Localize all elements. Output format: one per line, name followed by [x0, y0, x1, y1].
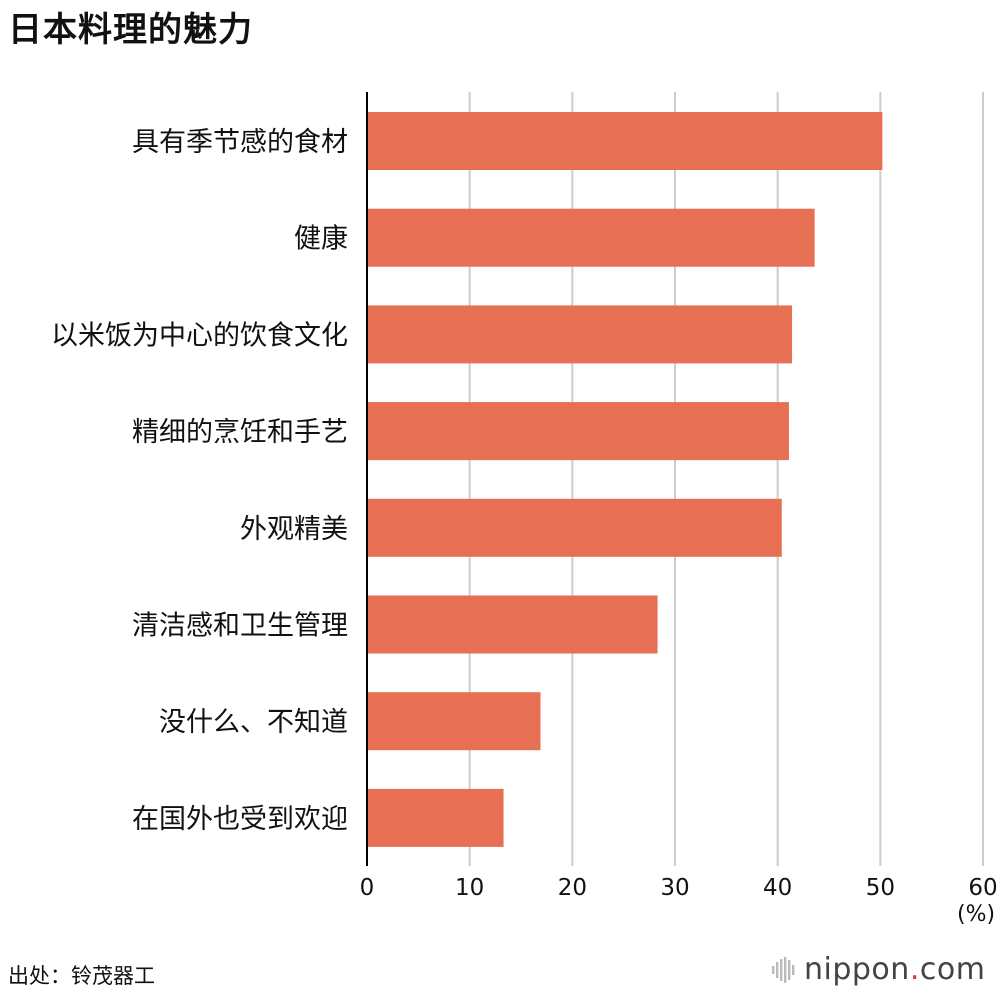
category-label: 清洁感和卫生管理: [132, 611, 348, 642]
bar: [367, 112, 883, 170]
category-label: 精细的烹饪和手艺: [132, 417, 348, 448]
bar: [367, 692, 541, 751]
x-tick-label: 20: [558, 875, 587, 901]
logo-name: nippon: [804, 952, 910, 987]
category-label: 没什么、不知道: [159, 707, 348, 738]
category-label: 在国外也受到欢迎: [132, 804, 348, 835]
logo-mark-icon: [772, 956, 795, 983]
bar: [367, 595, 658, 654]
x-axis-ticks: 0 10 20 30 40 50 60: [360, 875, 998, 901]
bar: [367, 402, 789, 461]
logo-tld: com: [919, 952, 986, 987]
grid-lines: [468, 92, 984, 866]
category-label: 外观精美: [240, 514, 348, 545]
x-tick-label: 10: [455, 875, 484, 901]
x-tick-label: 0: [360, 875, 375, 901]
category-label: 以米饭为中心的饮食文化: [51, 320, 348, 351]
bar: [367, 305, 793, 364]
unit-label: (%): [957, 902, 996, 927]
chart-title: 日本料理的魅力: [8, 10, 253, 50]
bar: [367, 498, 782, 557]
bar: [367, 208, 815, 267]
category-label: 健康: [294, 224, 348, 255]
nippon-logo: nippon.com: [772, 952, 985, 987]
x-tick-label: 60: [968, 875, 997, 901]
logo-dot: .: [909, 952, 920, 987]
bar-chart: 具有季节感的食材健康以米饭为中心的饮食文化精细的烹饪和手艺外观精美清洁感和卫生管…: [51, 92, 998, 901]
category-labels: 具有季节感的食材健康以米饭为中心的饮食文化精细的烹饪和手艺外观精美清洁感和卫生管…: [51, 127, 348, 835]
source-note: 出处：铃茂器工: [8, 964, 155, 988]
bar: [367, 788, 504, 847]
x-tick-label: 30: [660, 875, 689, 901]
category-label: 具有季节感的食材: [132, 127, 348, 158]
bars: [367, 112, 883, 847]
x-tick-label: 40: [763, 875, 792, 901]
x-tick-label: 50: [866, 875, 895, 901]
